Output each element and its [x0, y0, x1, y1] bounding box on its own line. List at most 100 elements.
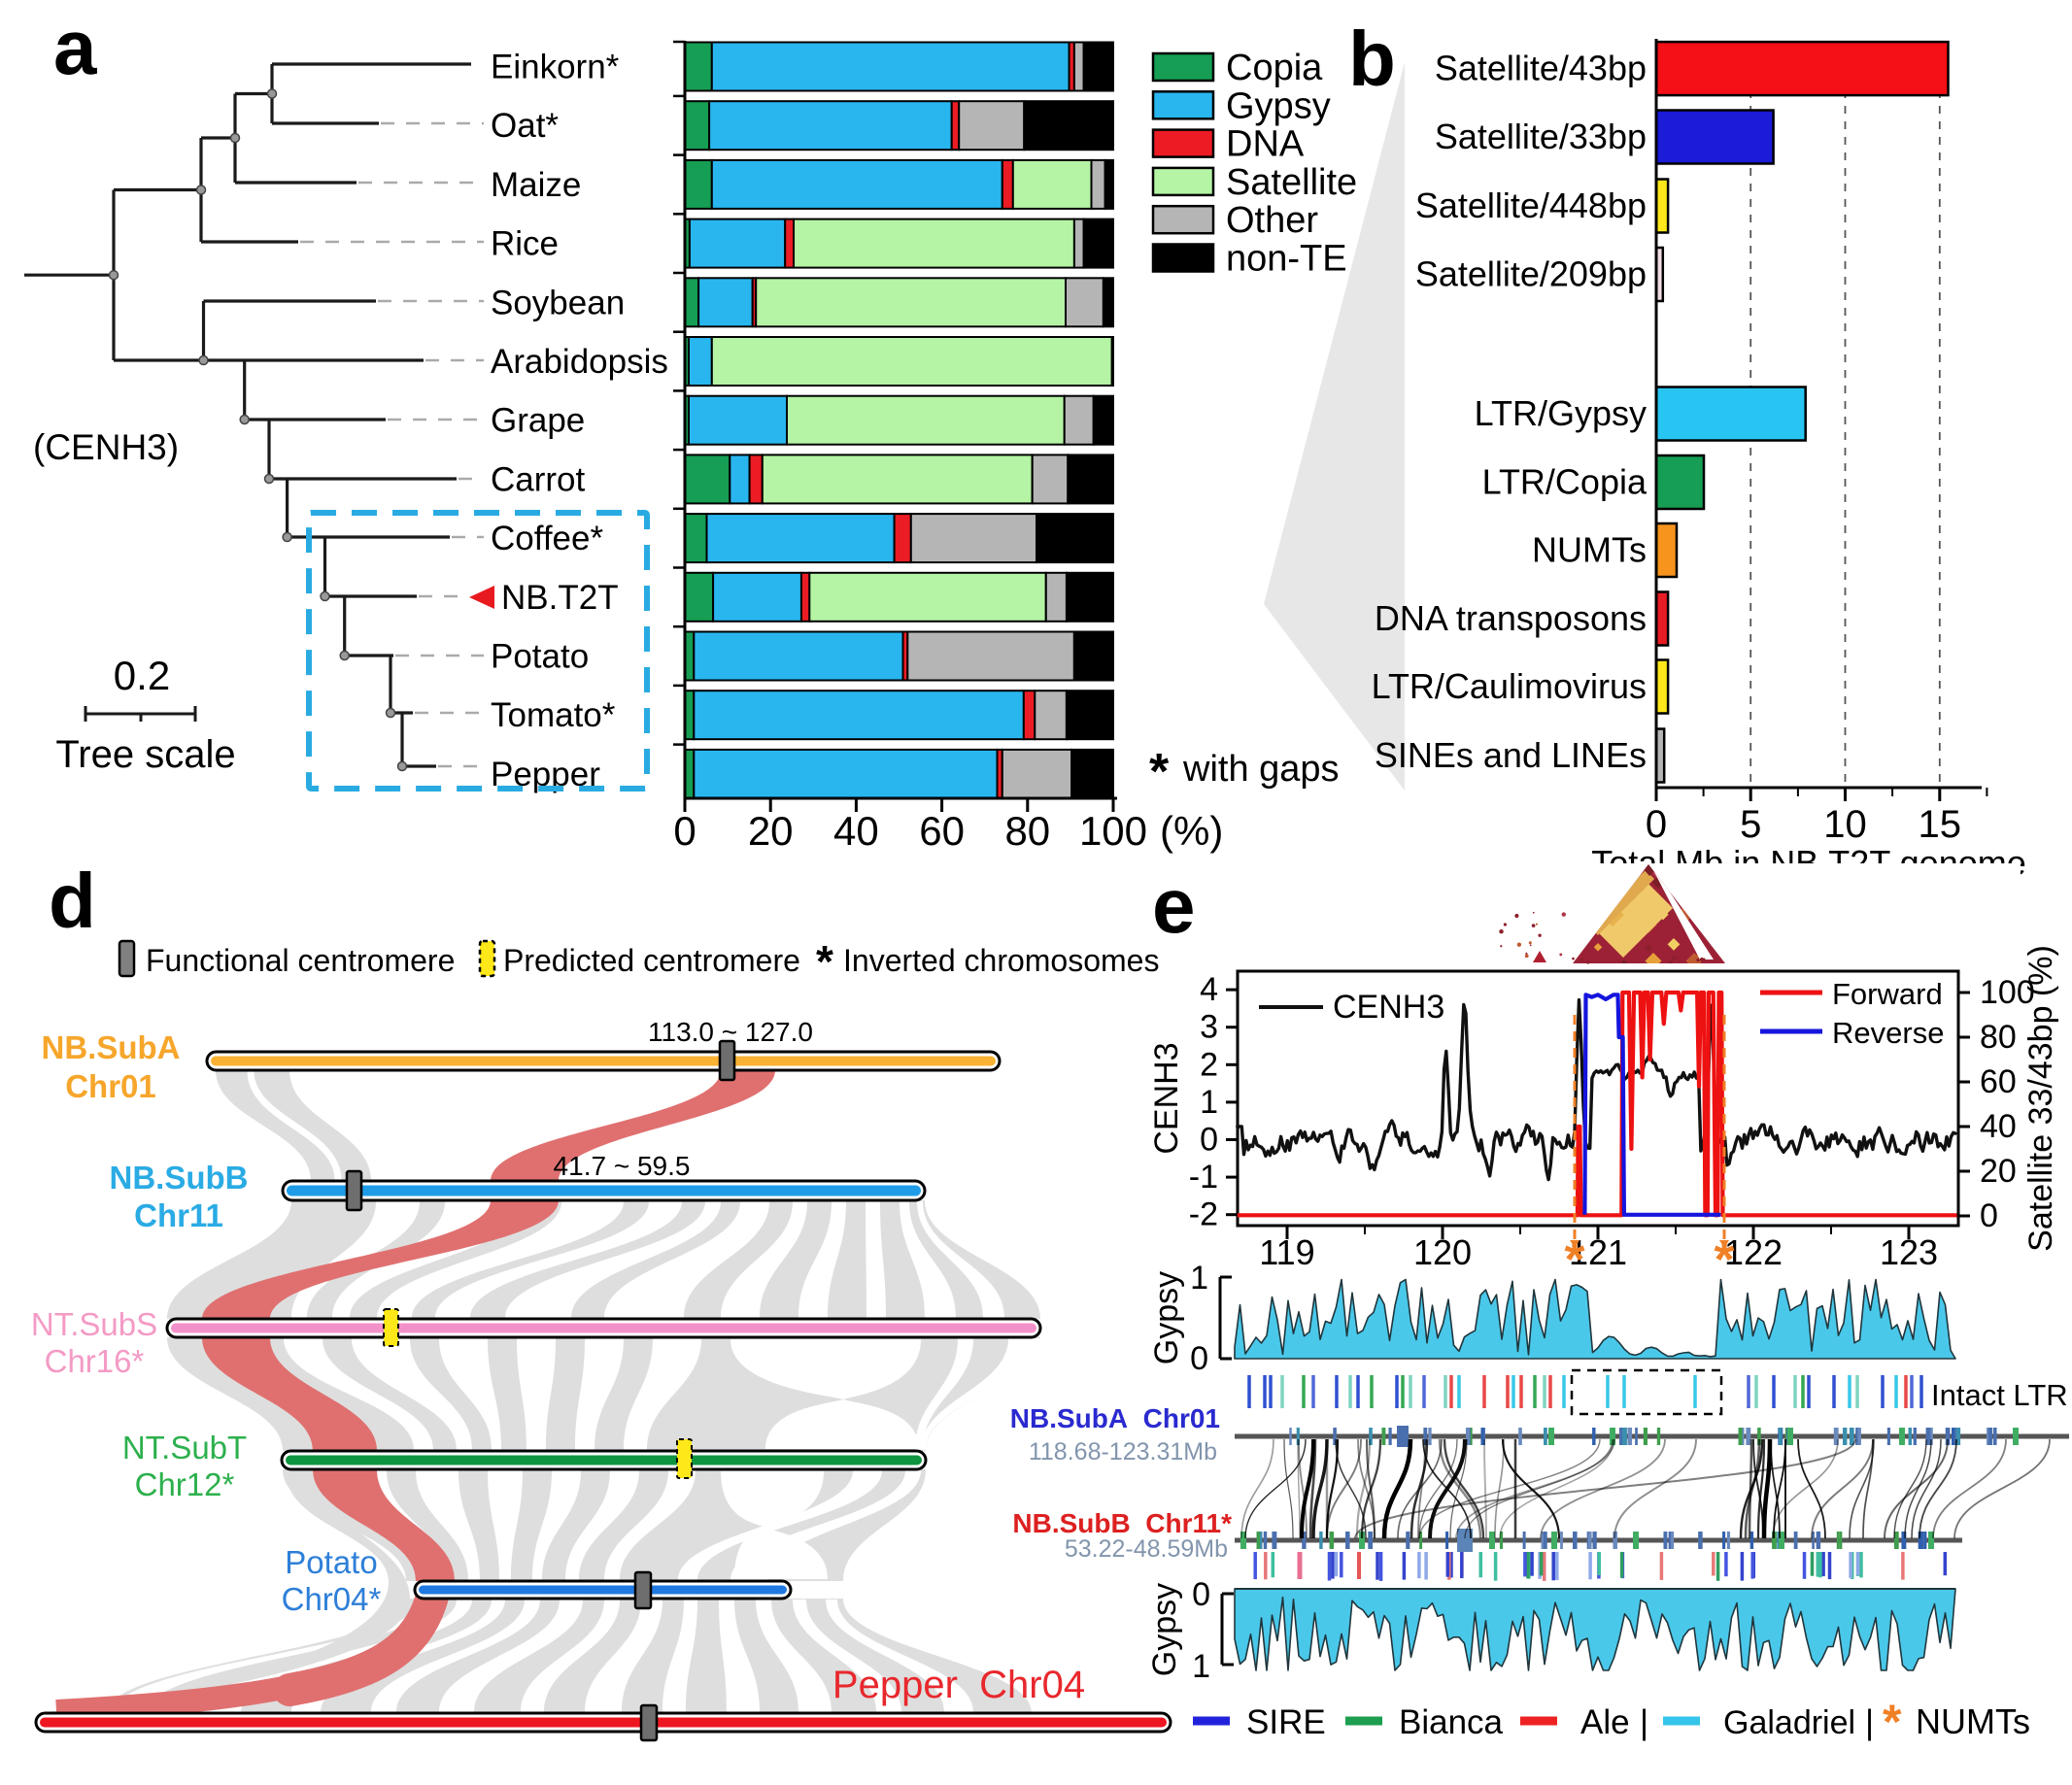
svg-text:Tomato*: Tomato* [491, 696, 616, 734]
svg-text:|: | [1865, 1703, 1874, 1741]
svg-text:0: 0 [1200, 1122, 1218, 1159]
svg-text:5: 5 [1740, 803, 1761, 846]
svg-text:122: 122 [1724, 1232, 1783, 1272]
svg-text:Potato: Potato [285, 1544, 377, 1580]
svg-text:NUMTs: NUMTs [1532, 530, 1647, 570]
svg-text:LTR/Caulimovirus: LTR/Caulimovirus [1372, 666, 1647, 706]
svg-text:0: 0 [1646, 803, 1667, 846]
svg-text:a: a [53, 4, 97, 90]
svg-text:(CENH3): (CENH3) [33, 427, 179, 467]
svg-text:Functional centromere: Functional centromere [146, 943, 455, 978]
svg-text:Chr04*: Chr04* [282, 1581, 382, 1617]
svg-text:Intact LTR: Intact LTR [1931, 1378, 2068, 1412]
svg-text:d: d [49, 858, 96, 944]
svg-text:DNA transposons: DNA transposons [1375, 598, 1647, 638]
svg-text:Chr11: Chr11 [134, 1197, 223, 1233]
svg-text:Chr16*: Chr16* [45, 1343, 145, 1379]
svg-text:Reverse: Reverse [1832, 1016, 1944, 1050]
svg-text:Rice: Rice [491, 225, 559, 263]
svg-text:DNA: DNA [1226, 124, 1305, 165]
svg-text:3: 3 [1200, 1009, 1218, 1046]
svg-text:Coffee*: Coffee* [491, 520, 603, 557]
svg-text:40: 40 [833, 808, 879, 854]
svg-text:0: 0 [1192, 1576, 1210, 1613]
svg-text:1: 1 [1192, 1648, 1210, 1685]
svg-text:*: * [1564, 1230, 1584, 1289]
svg-text:Other: Other [1226, 200, 1318, 241]
svg-text:Satellite/43bp: Satellite/43bp [1435, 49, 1647, 88]
svg-text:0: 0 [1190, 1340, 1208, 1377]
svg-text:Inverted chromosomes: Inverted chromosomes [843, 943, 1159, 978]
svg-text:10: 10 [1823, 803, 1867, 846]
svg-text:Chr01: Chr01 [65, 1068, 156, 1104]
svg-text:NB.SubB Chr11*: NB.SubB Chr11* [1012, 1508, 1232, 1538]
svg-text:60: 60 [919, 808, 965, 854]
svg-text:NUMTs: NUMTs [1916, 1701, 2030, 1741]
svg-text:123: 123 [1880, 1232, 1938, 1272]
svg-text:60: 60 [1980, 1063, 2017, 1100]
svg-text:4: 4 [1200, 971, 1218, 1008]
svg-text:Oat*: Oat* [491, 107, 559, 145]
svg-text:Satellite: Satellite [1226, 162, 1357, 203]
svg-text:NB.SubA Chr01: NB.SubA Chr01 [1010, 1403, 1220, 1433]
svg-text:Satellite/209bp: Satellite/209bp [1415, 254, 1647, 294]
svg-text:Gypsy: Gypsy [1148, 1271, 1185, 1364]
svg-text:Forward: Forward [1832, 977, 1943, 1011]
svg-text:e: e [1152, 862, 1196, 949]
svg-text:Ale: Ale [1580, 1703, 1630, 1741]
svg-text:LTR/Gypsy: LTR/Gypsy [1475, 393, 1647, 433]
svg-text:80: 80 [1004, 808, 1050, 854]
svg-text:Grape: Grape [491, 402, 585, 440]
svg-text:Potato: Potato [491, 638, 589, 676]
svg-text:CENH3: CENH3 [1333, 989, 1444, 1026]
svg-text:Gypsy: Gypsy [1146, 1583, 1183, 1676]
svg-text:80: 80 [1980, 1019, 2017, 1056]
svg-text:119: 119 [1259, 1232, 1314, 1272]
svg-text:Gypsy: Gypsy [1226, 85, 1331, 126]
svg-text:-2: -2 [1189, 1196, 1218, 1233]
svg-text:LTR/Copia: LTR/Copia [1482, 462, 1647, 502]
svg-text:NT.SubT: NT.SubT [122, 1430, 247, 1465]
svg-text:Tree scale: Tree scale [55, 733, 235, 776]
svg-text:SIRE: SIRE [1246, 1703, 1326, 1741]
svg-text:118.68-123.31Mb: 118.68-123.31Mb [1029, 1438, 1217, 1465]
svg-text:Chr12*: Chr12* [135, 1466, 235, 1502]
svg-text:Soybean: Soybean [491, 284, 625, 321]
svg-text:Satellite/448bp: Satellite/448bp [1415, 185, 1647, 225]
svg-text:2: 2 [1200, 1046, 1218, 1083]
svg-text:Bianca: Bianca [1399, 1703, 1504, 1741]
svg-text:53.22-48.59Mb: 53.22-48.59Mb [1065, 1535, 1228, 1563]
svg-text:NB.SubA: NB.SubA [42, 1029, 181, 1065]
svg-text:0.2: 0.2 [114, 653, 170, 698]
svg-text:-1: -1 [1189, 1159, 1218, 1196]
svg-text:*: * [1883, 1695, 1902, 1749]
svg-text:Einkorn*: Einkorn* [491, 49, 620, 86]
svg-text:1: 1 [1190, 1260, 1208, 1297]
svg-text:*: * [1149, 744, 1170, 800]
svg-text:0: 0 [1980, 1197, 1998, 1234]
svg-text:with gaps: with gaps [1182, 749, 1340, 790]
svg-text:CENH3: CENH3 [1148, 1042, 1185, 1154]
svg-text:Predicted centromere: Predicted centromere [503, 943, 800, 978]
svg-text:*: * [1714, 1230, 1734, 1289]
svg-text:b: b [1348, 16, 1396, 102]
svg-text:Carrot: Carrot [491, 460, 586, 498]
svg-text:113.0 ~ 127.0: 113.0 ~ 127.0 [648, 1017, 813, 1047]
svg-text:Galadriel: Galadriel [1723, 1704, 1855, 1741]
svg-text:100: 100 [1079, 808, 1147, 854]
svg-text:(%): (%) [1160, 808, 1223, 854]
svg-text:|: | [1640, 1703, 1648, 1741]
svg-text:20: 20 [1980, 1153, 2017, 1190]
svg-text:non-TE: non-TE [1226, 239, 1347, 280]
svg-text:20: 20 [748, 808, 794, 854]
svg-text:120: 120 [1413, 1232, 1472, 1272]
svg-text:Maize: Maize [491, 166, 581, 204]
svg-text:41.7 ~ 59.5: 41.7 ~ 59.5 [554, 1151, 691, 1181]
svg-text:NB.T2T: NB.T2T [501, 579, 619, 617]
svg-text:100: 100 [1980, 974, 2035, 1011]
svg-text:Satellite/33bp: Satellite/33bp [1435, 117, 1647, 156]
svg-text:SINEs and LINEs: SINEs and LINEs [1375, 735, 1647, 775]
svg-text:0: 0 [673, 808, 696, 854]
svg-text:Arabidopsis: Arabidopsis [491, 343, 668, 381]
svg-text:40: 40 [1980, 1108, 2017, 1145]
